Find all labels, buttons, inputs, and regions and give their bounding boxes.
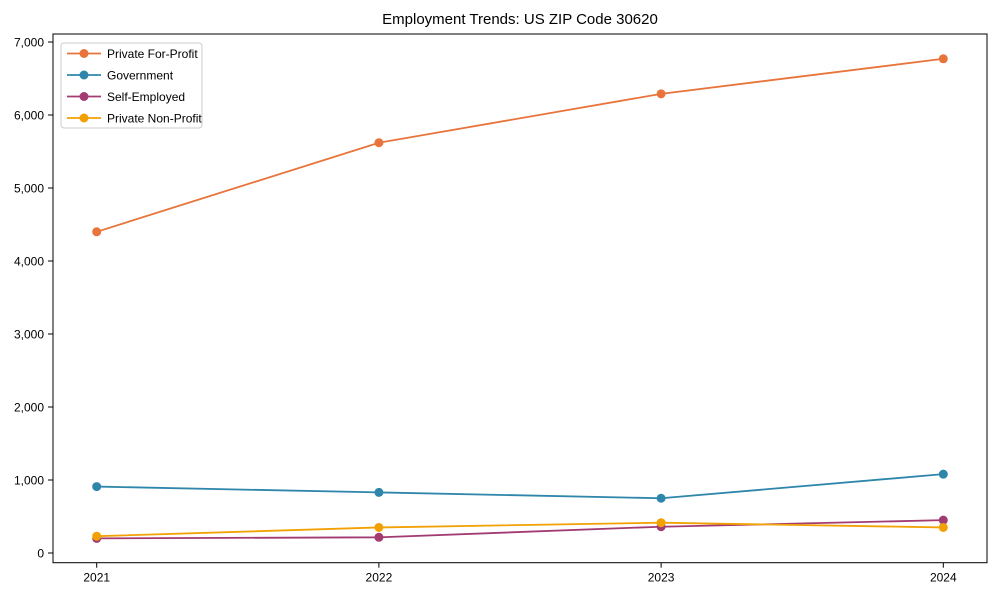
data-point-private-for-profit	[938, 54, 948, 64]
legend-box	[60, 42, 203, 129]
legend-label: Private Non-Profit	[107, 112, 202, 126]
series-line-private-for-profit	[96, 57, 944, 233]
legend: Private For-Profit Government Self-Employe…	[60, 42, 203, 129]
data-point-private-for-profit	[656, 89, 666, 99]
data-point-private-non-profit	[92, 531, 102, 541]
data-point-private-non-profit	[374, 522, 384, 532]
y-tick-label: 7,000	[14, 36, 44, 50]
legend-item-private-non-profit: Private Non-Profit	[67, 112, 202, 126]
legend-label: Government	[107, 69, 174, 83]
series-line-self-employed	[96, 519, 944, 540]
y-tick-label: 4,000	[14, 255, 44, 269]
x-tick-label: 2024	[930, 571, 957, 585]
legend-item-government: Government	[67, 69, 174, 83]
legend-marker-icon	[79, 113, 89, 123]
data-point-self-employed	[374, 532, 384, 542]
data-point-government	[374, 487, 384, 497]
data-point-private-for-profit	[374, 138, 384, 148]
legend-marker-icon	[79, 49, 89, 58]
series-line-private-non-profit	[96, 521, 944, 538]
legend-marker-icon	[79, 92, 89, 101]
x-tick-label: 2023	[648, 571, 675, 585]
y-tick-label: 3,000	[14, 328, 44, 342]
x-tick-label: 2021	[83, 571, 110, 585]
data-point-government	[92, 482, 102, 492]
y-tick-label: 5,000	[14, 182, 44, 196]
data-point-self-employed	[938, 515, 948, 525]
data-point-government	[938, 469, 948, 479]
y-tick-label: 1,000	[14, 474, 44, 488]
y-tick-label: 0	[37, 547, 44, 561]
data-point-government	[656, 493, 666, 503]
legend-label: Private For-Profit	[107, 47, 198, 61]
data-point-private-non-profit	[938, 522, 948, 532]
plot-border	[52, 33, 988, 564]
legend-label: Self-Employed	[107, 90, 185, 104]
y-tick-label: 2,000	[14, 401, 44, 415]
x-tick-label: 2022	[366, 571, 393, 585]
legend-item-self-employed: Self-Employed	[67, 90, 185, 104]
data-point-private-non-profit	[656, 518, 666, 528]
data-point-private-for-profit	[92, 227, 102, 237]
legend-item-private-for-profit: Private For-Profit	[67, 47, 198, 61]
series-line-government	[96, 473, 944, 500]
chart-title: Employment Trends: US ZIP Code 30620	[382, 11, 658, 28]
legend-marker-icon	[79, 70, 89, 80]
y-tick-label: 6,000	[14, 109, 44, 123]
